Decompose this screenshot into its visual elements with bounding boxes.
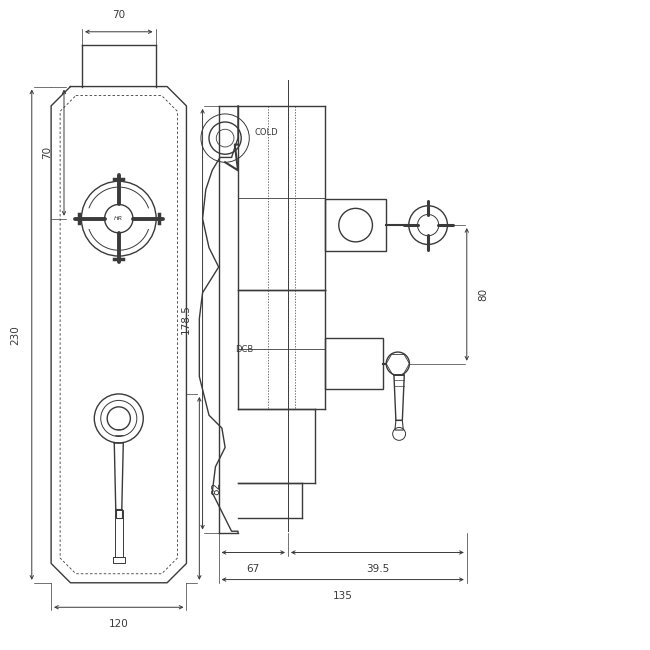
Text: 82: 82	[211, 482, 221, 495]
Text: 80: 80	[478, 288, 488, 301]
Text: 120: 120	[109, 619, 129, 629]
Text: DCB: DCB	[235, 344, 253, 354]
Text: COLD: COLD	[254, 129, 278, 137]
Text: 67: 67	[247, 564, 260, 574]
Text: HR: HR	[114, 216, 124, 221]
Text: 178.5: 178.5	[181, 304, 191, 334]
Text: 70: 70	[112, 10, 125, 20]
Text: 39.5: 39.5	[366, 564, 389, 574]
Text: 135: 135	[333, 591, 353, 601]
Text: 70: 70	[42, 146, 53, 159]
Bar	[325, 338, 383, 389]
Bar	[325, 200, 386, 251]
Text: 230: 230	[10, 325, 20, 344]
